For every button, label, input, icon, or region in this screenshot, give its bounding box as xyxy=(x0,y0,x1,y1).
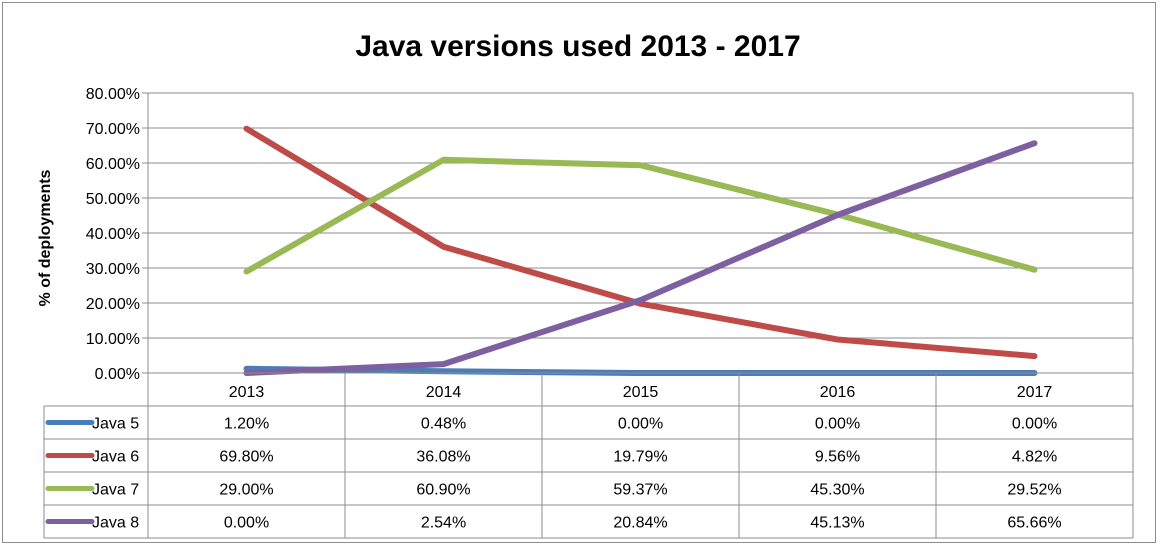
series-layer xyxy=(243,125,1038,376)
table-cell-java-6: 9.56% xyxy=(815,449,860,466)
table-cell-java-5: 0.00% xyxy=(618,416,663,433)
table-cell-java-5: 0.48% xyxy=(421,416,466,433)
series-line-java-6 xyxy=(243,125,1038,360)
y-tick-label: 50.00% xyxy=(86,191,140,208)
y-tick-label: 30.00% xyxy=(86,261,140,278)
table-cell-java-8: 2.54% xyxy=(421,515,466,532)
x-tick-label: 2017 xyxy=(1017,384,1053,401)
chart-title: Java versions used 2013 - 2017 xyxy=(355,30,800,63)
table-cell-java-8: 20.84% xyxy=(613,515,667,532)
y-tick-label: 80.00% xyxy=(86,86,140,103)
x-tick-label: 2014 xyxy=(426,384,462,401)
series-line-java-8 xyxy=(243,140,1038,376)
table-cell-java-8: 65.66% xyxy=(1007,515,1061,532)
table-cell-java-7: 45.30% xyxy=(810,482,864,499)
y-tick-label: 60.00% xyxy=(86,156,140,173)
table-cell-java-8: 0.00% xyxy=(224,515,269,532)
y-axis-label: % of deployments xyxy=(37,169,54,306)
x-tick-label: 2015 xyxy=(623,384,659,401)
legend-label-java-8: Java 8 xyxy=(92,515,139,532)
table-cell-java-7: 59.37% xyxy=(613,482,667,499)
data-table: 2013 2014 2015 2016 2017 Java 5 1.20% 0.48% 0.00… xyxy=(43,372,1134,539)
y-tick-label: 70.00% xyxy=(86,121,140,138)
y-tick-label: 40.00% xyxy=(86,226,140,243)
legend-label-java-6: Java 6 xyxy=(92,449,139,466)
axis-layer: 0.00% 10.00% 20.00% 30.00% 40.00% 50.00% 60.00… xyxy=(86,86,1134,383)
series-line-java-7 xyxy=(243,156,1038,275)
y-tick-label: 20.00% xyxy=(86,296,140,313)
table-cell-java-7: 29.52% xyxy=(1007,482,1061,499)
table-cell-java-7: 29.00% xyxy=(219,482,273,499)
legend-label-java-5: Java 5 xyxy=(92,416,139,433)
x-tick-label: 2016 xyxy=(820,384,856,401)
legend-label-java-7: Java 7 xyxy=(92,482,139,499)
table-cell-java-8: 45.13% xyxy=(810,515,864,532)
table-cell-java-6: 69.80% xyxy=(219,449,273,466)
table-cell-java-7: 60.90% xyxy=(416,482,470,499)
table-cell-java-6: 19.79% xyxy=(613,449,667,466)
table-cell-java-6: 36.08% xyxy=(416,449,470,466)
table-cell-java-5: 1.20% xyxy=(224,416,269,433)
y-tick-label: 0.00% xyxy=(95,366,140,383)
table-cell-java-6: 4.82% xyxy=(1012,449,1057,466)
x-tick-label: 2013 xyxy=(229,384,265,401)
grid-layer xyxy=(148,92,1133,374)
y-tick-label: 10.00% xyxy=(86,331,140,348)
table-cell-java-5: 0.00% xyxy=(1012,416,1057,433)
table-cell-java-5: 0.00% xyxy=(815,416,860,433)
